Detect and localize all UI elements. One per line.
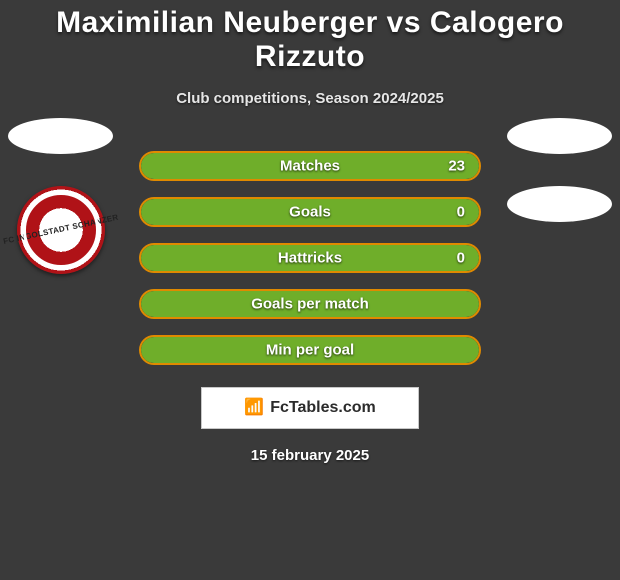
brand-text: FcTables.com (270, 399, 376, 417)
stat-bar-label-1: Goals (289, 204, 331, 221)
right-ellipse-1 (507, 186, 612, 222)
page-subtitle: Club competitions, Season 2024/2025 (0, 90, 620, 107)
stat-bar-value-0: 23 (448, 158, 465, 175)
date-text: 15 february 2025 (0, 447, 620, 464)
stat-bar-4: Min per goal (139, 335, 481, 365)
stat-bars: Matches 23 Goals 0 Hattricks 0 Goals per match… (139, 151, 481, 365)
stat-bar-label-3: Goals per match (251, 296, 369, 313)
brand-icon: 📶 (244, 400, 264, 416)
stat-bar-value-2: 0 (457, 250, 465, 267)
left-ellipse-0 (8, 118, 113, 154)
page-title: Maximilian Neuberger vs Calogero Rizzuto (0, 0, 620, 74)
stat-bar-label-0: Matches (280, 158, 340, 175)
stat-bar-0: Matches 23 (139, 151, 481, 181)
right-badges (507, 118, 612, 222)
left-crest-text: FC INGOLSTADT SCHANZER (2, 214, 119, 247)
left-crest: FC INGOLSTADT SCHANZER (17, 186, 105, 274)
stat-bar-2: Hattricks 0 (139, 243, 481, 273)
brand-box[interactable]: 📶 FcTables.com (201, 387, 419, 429)
stat-bar-1: Goals 0 (139, 197, 481, 227)
stat-bar-value-1: 0 (457, 204, 465, 221)
stat-bar-label-4: Min per goal (266, 342, 354, 359)
right-ellipse-0 (507, 118, 612, 154)
stat-bar-label-2: Hattricks (278, 250, 342, 267)
left-badges: FC INGOLSTADT SCHANZER (8, 118, 113, 274)
stat-bar-3: Goals per match (139, 289, 481, 319)
